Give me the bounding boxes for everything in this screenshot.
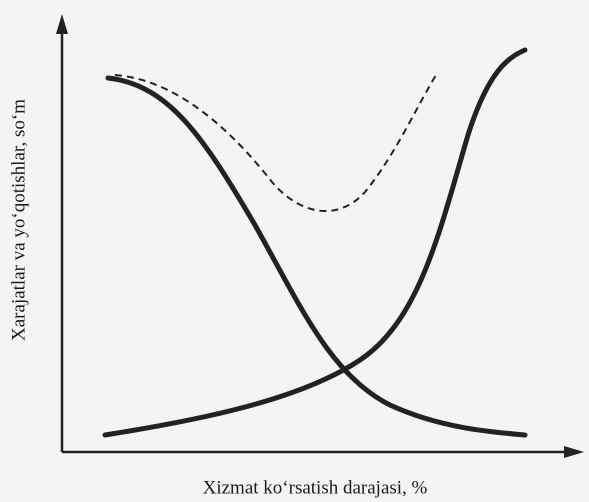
total-cost-curve bbox=[114, 74, 437, 213]
y-axis-arrow bbox=[56, 14, 68, 34]
cost-curve bbox=[102, 47, 528, 438]
loss-curve bbox=[105, 75, 528, 438]
x-axis-arrow bbox=[564, 446, 584, 458]
x-axis-label: Xizmat ko‘rsatish darajasi, % bbox=[203, 477, 428, 498]
y-axis-label: Xarajatlar va yo‘qotishlar, so‘m bbox=[8, 99, 29, 341]
